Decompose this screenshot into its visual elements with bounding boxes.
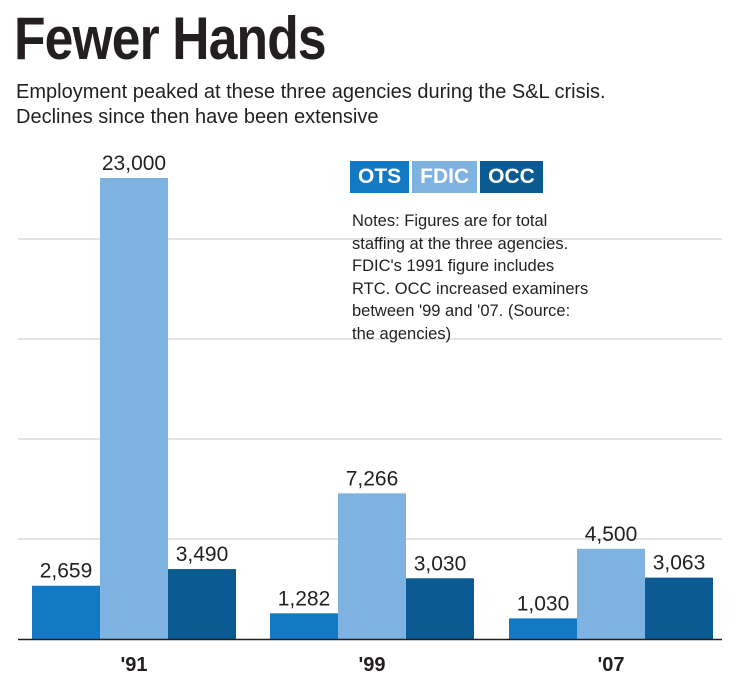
data-label: 2,659 — [40, 560, 93, 583]
x-tick-label: '91 — [120, 654, 147, 676]
notes-line: RTC. OCC increased examiners — [352, 279, 589, 298]
data-label: 3,063 — [653, 552, 706, 575]
legend: OTS FDIC OCC — [350, 161, 546, 193]
bar-occ-2 — [645, 577, 713, 639]
bar-fdic-0 — [100, 178, 168, 639]
data-label: 23,000 — [102, 152, 166, 175]
notes-line: Notes: Figures are for total — [352, 212, 548, 230]
x-tick-label: '07 — [597, 654, 624, 676]
data-label: 1,282 — [278, 587, 331, 610]
bar-fdic-1 — [338, 493, 406, 639]
legend-item-fdic: FDIC — [412, 161, 478, 193]
notes-line: staffing at the three agencies. — [352, 234, 569, 253]
subtitle-line: Employment peaked at these three agencie… — [16, 81, 606, 103]
subtitle-line: Declines since then have been extensive — [16, 106, 379, 128]
data-label: 3,490 — [176, 543, 229, 566]
bar-ots-1 — [270, 613, 338, 639]
data-label: 1,030 — [517, 592, 570, 615]
legend-item-occ: OCC — [480, 161, 543, 193]
data-label: 7,266 — [346, 467, 399, 490]
notes-line: FDIC's 1991 figure includes — [352, 257, 555, 275]
x-tick-label: '99 — [358, 654, 385, 676]
notes-line: the agencies) — [352, 324, 452, 343]
chart-notes: Notes: Figures are for total staffing at… — [352, 210, 652, 345]
chart-title: Fewer Hands — [14, 5, 327, 72]
chart-subtitle: Employment peaked at these three agencie… — [16, 80, 736, 130]
legend-item-ots: OTS — [350, 161, 410, 193]
data-label: 3,030 — [414, 552, 467, 575]
bar-fdic-2 — [577, 548, 645, 639]
bar-occ-0 — [168, 569, 236, 639]
data-label: 4,500 — [585, 523, 638, 546]
notes-line: between '99 and '07. (Source: — [352, 302, 571, 320]
bar-ots-0 — [32, 585, 100, 639]
bar-occ-1 — [406, 578, 474, 639]
bar-ots-2 — [509, 618, 577, 639]
